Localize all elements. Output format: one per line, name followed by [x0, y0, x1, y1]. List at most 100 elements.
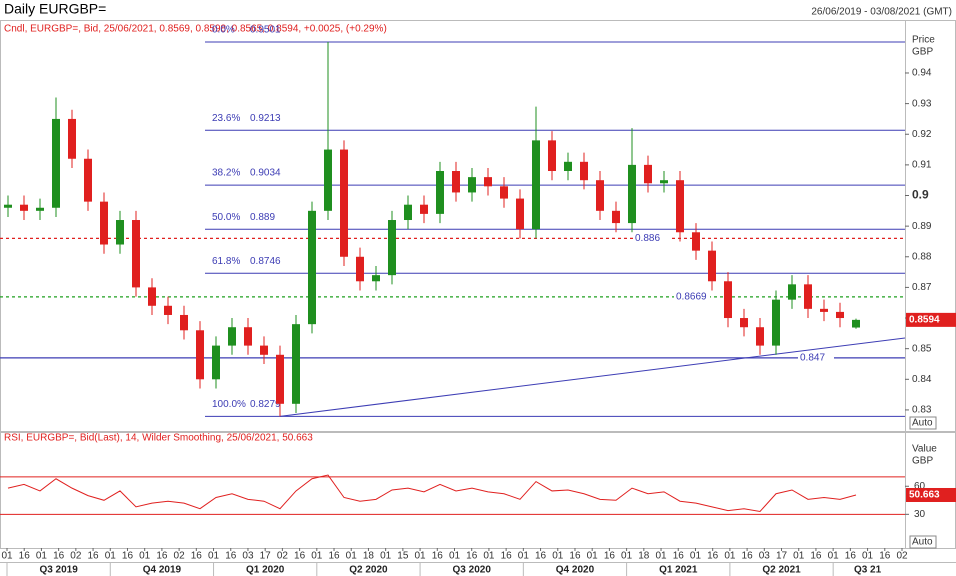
x-tick-label: 16	[535, 551, 547, 562]
x-tick-label: 01	[208, 551, 220, 562]
candle-body	[340, 149, 348, 257]
quarter-label: Q4 2019	[143, 565, 182, 576]
axis-label: Price	[912, 35, 935, 46]
x-tick-label: 01	[724, 551, 736, 562]
candle-body	[36, 207, 44, 211]
candle-body	[164, 305, 172, 315]
y-tick-label: 0.9	[912, 188, 929, 202]
x-tick-label: 16	[225, 551, 237, 562]
candle-body	[292, 324, 300, 404]
x-tick-label: 16	[328, 551, 340, 562]
candle-body	[68, 118, 76, 159]
fib-price: 0.889	[250, 212, 275, 223]
rsi-tag-label: 50.663	[909, 490, 940, 501]
fib-price: 0.9501	[250, 25, 281, 36]
candle-body	[820, 308, 828, 312]
candle-body	[548, 140, 556, 172]
legend: Cndl, EURGBP=, Bid, 25/06/2021, 0.8569, …	[4, 24, 387, 35]
candle-body	[4, 204, 12, 208]
candle-body	[84, 158, 92, 202]
candle-body	[260, 345, 268, 355]
x-tick-label: 16	[501, 551, 513, 562]
trendline	[279, 337, 906, 417]
x-tick-label: 16	[19, 551, 31, 562]
candle-body	[196, 330, 204, 380]
candle-body	[660, 180, 668, 184]
y-tick-label: 0.84	[912, 374, 932, 385]
scale-box	[909, 416, 937, 430]
fib-price: 0.8279	[250, 399, 281, 410]
candle-body	[772, 299, 780, 346]
y-tick-label: 0.91	[912, 160, 932, 171]
fib-ratio: 0.0%	[212, 25, 235, 36]
quarter-label: Q1 2021	[659, 565, 698, 576]
candle-body	[756, 327, 764, 346]
candle-body	[132, 220, 140, 288]
fib-price: 0.9034	[250, 168, 281, 179]
axis-unit: GBP	[912, 456, 933, 467]
x-tick-label: 01	[415, 551, 427, 562]
fib-ratio: 23.6%	[212, 113, 240, 124]
candle-body	[708, 250, 716, 282]
y-tick-label: 0.83	[912, 405, 932, 416]
x-tick-label: 16	[707, 551, 719, 562]
rsi-tag	[906, 487, 956, 502]
level-label: 0.8669	[676, 292, 707, 303]
level-label: 0.886	[635, 233, 660, 244]
x-tick-label: 16	[122, 551, 134, 562]
candle-body	[580, 161, 588, 181]
candle-body	[596, 180, 604, 211]
candle-body	[836, 311, 844, 319]
candle-body	[740, 318, 748, 328]
candle-body	[612, 210, 620, 224]
x-tick-label: 16	[53, 551, 65, 562]
axis-label: Value	[912, 444, 937, 455]
x-tick-label: 16	[156, 551, 168, 562]
x-tick-label: 16	[569, 551, 581, 562]
level-label-bg	[674, 289, 710, 303]
fib-price: 0.8746	[250, 256, 281, 267]
x-tick-label: 01	[380, 551, 392, 562]
candle-body	[500, 186, 508, 199]
candle-body	[228, 327, 236, 346]
x-tick-label: 01	[518, 551, 530, 562]
x-tick-label: 16	[810, 551, 822, 562]
date-range: 26/06/2019 - 03/08/2021 (GMT)	[811, 7, 952, 18]
candle-body	[20, 204, 28, 211]
candle-body	[452, 171, 460, 193]
rsi-panel	[0, 432, 956, 549]
price-tag-label: 0.8594	[909, 315, 940, 326]
x-tick-label: 01	[346, 551, 358, 562]
candle-body	[516, 198, 524, 230]
x-tick-label: 03	[242, 551, 254, 562]
candle-body	[212, 345, 220, 380]
candle-body	[116, 220, 124, 245]
candle-body	[356, 256, 364, 282]
scale-mode: Auto	[912, 537, 933, 548]
x-tick-label: 01	[587, 551, 599, 562]
level-label-bg	[633, 231, 669, 245]
scale-box	[909, 535, 937, 549]
candle-body	[852, 319, 860, 328]
candle-body	[52, 118, 60, 208]
fib-ratio: 38.2%	[212, 168, 240, 179]
y-tick-label: 0.94	[912, 68, 932, 79]
x-tick-label: 16	[604, 551, 616, 562]
x-tick-label: 02	[277, 551, 289, 562]
rsi-line	[7, 474, 857, 513]
x-tick-label: 03	[759, 551, 771, 562]
y-tick-label: 0.87	[912, 282, 932, 293]
fib-ratio: 50.0%	[212, 212, 240, 223]
candle-body	[276, 354, 284, 404]
candle-body	[804, 284, 812, 309]
candle-body	[788, 284, 796, 300]
x-tick-label: 18	[363, 551, 375, 562]
x-tick-label: 01	[690, 551, 702, 562]
candle-body	[180, 314, 188, 331]
x-tick-label: 01	[862, 551, 874, 562]
x-tick-label: 16	[432, 551, 444, 562]
x-tick-label: 01	[483, 551, 495, 562]
y-tick-label: 60	[914, 481, 926, 492]
x-tick-label: 01	[449, 551, 461, 562]
